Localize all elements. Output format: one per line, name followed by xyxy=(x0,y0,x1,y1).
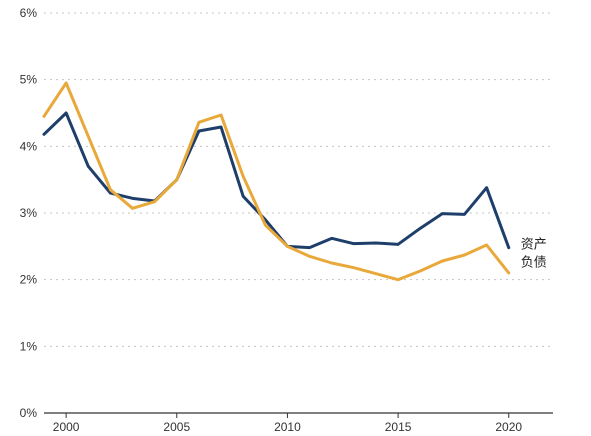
series-label-liabilities: 负债 xyxy=(521,255,547,270)
x-tick-label: 2015 xyxy=(385,420,412,434)
series-label-assets: 资产 xyxy=(521,238,547,253)
y-tick-label: 4% xyxy=(20,139,38,153)
x-tick-label: 2005 xyxy=(163,420,190,434)
series-line-liabilities xyxy=(42,81,511,282)
x-tick-label: 2000 xyxy=(53,420,80,434)
x-tick-label: 2010 xyxy=(274,420,301,434)
y-tick-label: 0% xyxy=(20,406,38,420)
y-tick-label: 6% xyxy=(20,6,38,20)
grid-lines xyxy=(44,12,553,347)
x-tick-label: 2020 xyxy=(495,420,522,434)
axes xyxy=(44,412,553,418)
y-tick-label: 2% xyxy=(20,273,38,287)
series-lines xyxy=(42,81,511,282)
y-tick-label: 5% xyxy=(20,73,38,87)
y-tick-label: 1% xyxy=(20,339,38,353)
series-line-assets xyxy=(42,111,511,250)
y-tick-label: 3% xyxy=(20,206,38,220)
